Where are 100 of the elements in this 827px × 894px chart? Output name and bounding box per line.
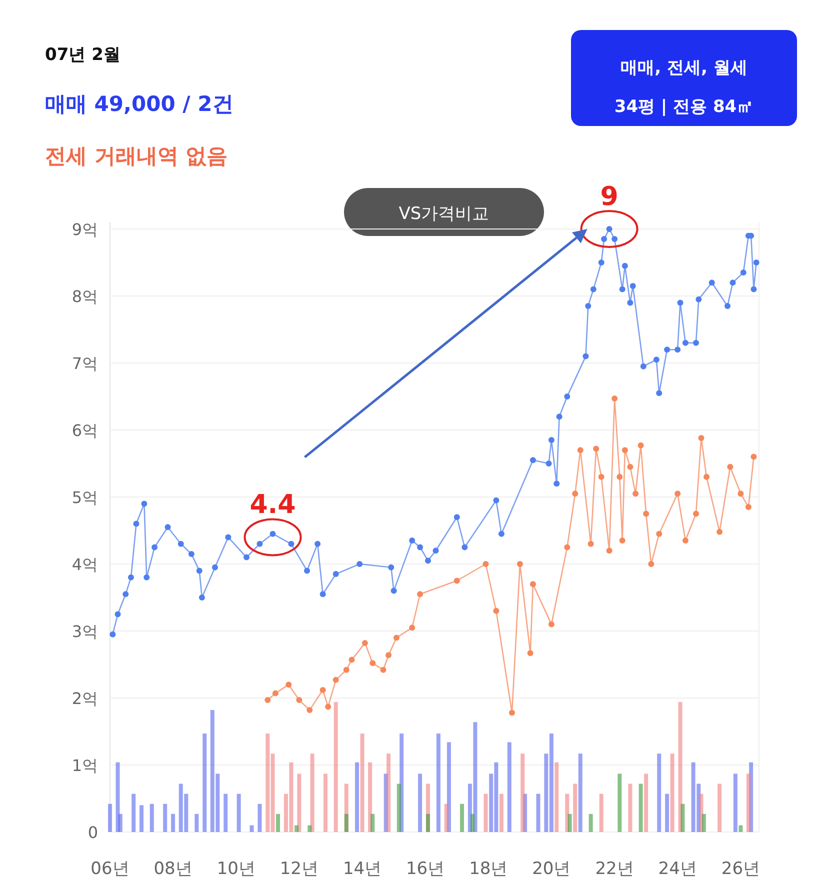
x-tick-label: 16년 <box>406 859 445 879</box>
bar <box>344 814 348 832</box>
bar <box>224 794 228 832</box>
bar <box>210 710 214 832</box>
bar <box>236 794 241 832</box>
point <box>648 561 654 567</box>
bar <box>266 734 270 832</box>
point <box>745 504 752 510</box>
point <box>716 528 723 535</box>
annotation: 4.4 <box>250 490 296 520</box>
bar <box>140 805 144 832</box>
point <box>564 544 570 550</box>
y-tick-label: 6억 <box>72 421 98 440</box>
point <box>530 581 536 588</box>
bar <box>436 734 440 832</box>
point <box>698 435 704 442</box>
bar <box>578 754 582 832</box>
y-tick-label: 2억 <box>72 689 98 708</box>
bar <box>670 754 674 832</box>
point <box>593 446 600 452</box>
y-tick-label: 0 <box>88 823 98 842</box>
point <box>320 686 326 693</box>
x-tick-label: 24년 <box>658 859 697 879</box>
chart-title: 07년 2월 <box>45 45 120 65</box>
point <box>548 621 554 628</box>
annotation: 9 <box>600 182 618 212</box>
bar <box>489 774 494 832</box>
y-tick-label: 7억 <box>72 354 98 373</box>
y-tick-label: 3억 <box>72 622 98 641</box>
bar <box>334 702 338 832</box>
bar <box>473 722 478 832</box>
point <box>508 710 515 716</box>
point <box>588 540 594 547</box>
bar <box>310 754 314 832</box>
point <box>286 682 292 688</box>
point <box>264 697 271 704</box>
bar <box>163 804 168 832</box>
bar <box>520 754 525 832</box>
point <box>727 464 734 470</box>
point <box>704 474 710 480</box>
bar <box>680 804 685 832</box>
bar <box>368 762 372 832</box>
x-tick-label: 14년 <box>342 859 382 879</box>
bar <box>284 794 288 832</box>
point <box>656 530 662 537</box>
point <box>619 538 626 544</box>
point <box>493 608 500 614</box>
y-tick-label: 5억 <box>72 488 98 507</box>
annotation: VS가격비교 <box>398 204 490 224</box>
bar <box>657 754 662 832</box>
bar <box>297 774 302 832</box>
point <box>417 591 424 598</box>
bar <box>568 814 572 832</box>
bar <box>355 762 360 832</box>
bar <box>258 804 262 832</box>
point <box>632 490 639 497</box>
point <box>362 640 368 646</box>
point <box>482 561 489 567</box>
point <box>627 464 634 470</box>
bar <box>360 734 364 832</box>
point <box>272 690 278 696</box>
bar <box>418 774 422 832</box>
bar <box>470 814 475 832</box>
point <box>393 634 400 641</box>
bar <box>644 774 648 832</box>
point <box>454 578 460 584</box>
point <box>643 510 650 517</box>
bar <box>370 814 375 832</box>
point <box>516 561 523 567</box>
bar <box>638 784 643 832</box>
point <box>348 656 355 663</box>
bar <box>276 814 280 832</box>
point <box>616 474 623 480</box>
bar <box>494 762 498 832</box>
bar <box>678 702 682 832</box>
bar <box>536 794 540 832</box>
point <box>380 666 386 673</box>
y-tick-label: 4억 <box>72 555 98 574</box>
point <box>638 442 644 448</box>
bar <box>294 825 298 832</box>
bar <box>599 794 604 832</box>
bar <box>116 762 120 832</box>
bar <box>628 784 632 832</box>
bar <box>184 794 188 832</box>
point <box>343 666 350 673</box>
bar <box>460 804 464 832</box>
point <box>296 697 302 704</box>
point <box>577 447 584 454</box>
compare-button: VS가격비교 <box>344 188 544 236</box>
bar <box>733 774 738 832</box>
text: 전세 거래내역 없음 <box>45 144 228 168</box>
x-tick-label: 08년 <box>154 859 192 879</box>
point <box>370 660 376 666</box>
point <box>325 704 332 710</box>
point <box>598 474 604 480</box>
bar <box>618 774 622 832</box>
bar <box>194 814 199 832</box>
point <box>622 447 628 454</box>
bar <box>171 814 176 832</box>
bar <box>549 734 554 832</box>
